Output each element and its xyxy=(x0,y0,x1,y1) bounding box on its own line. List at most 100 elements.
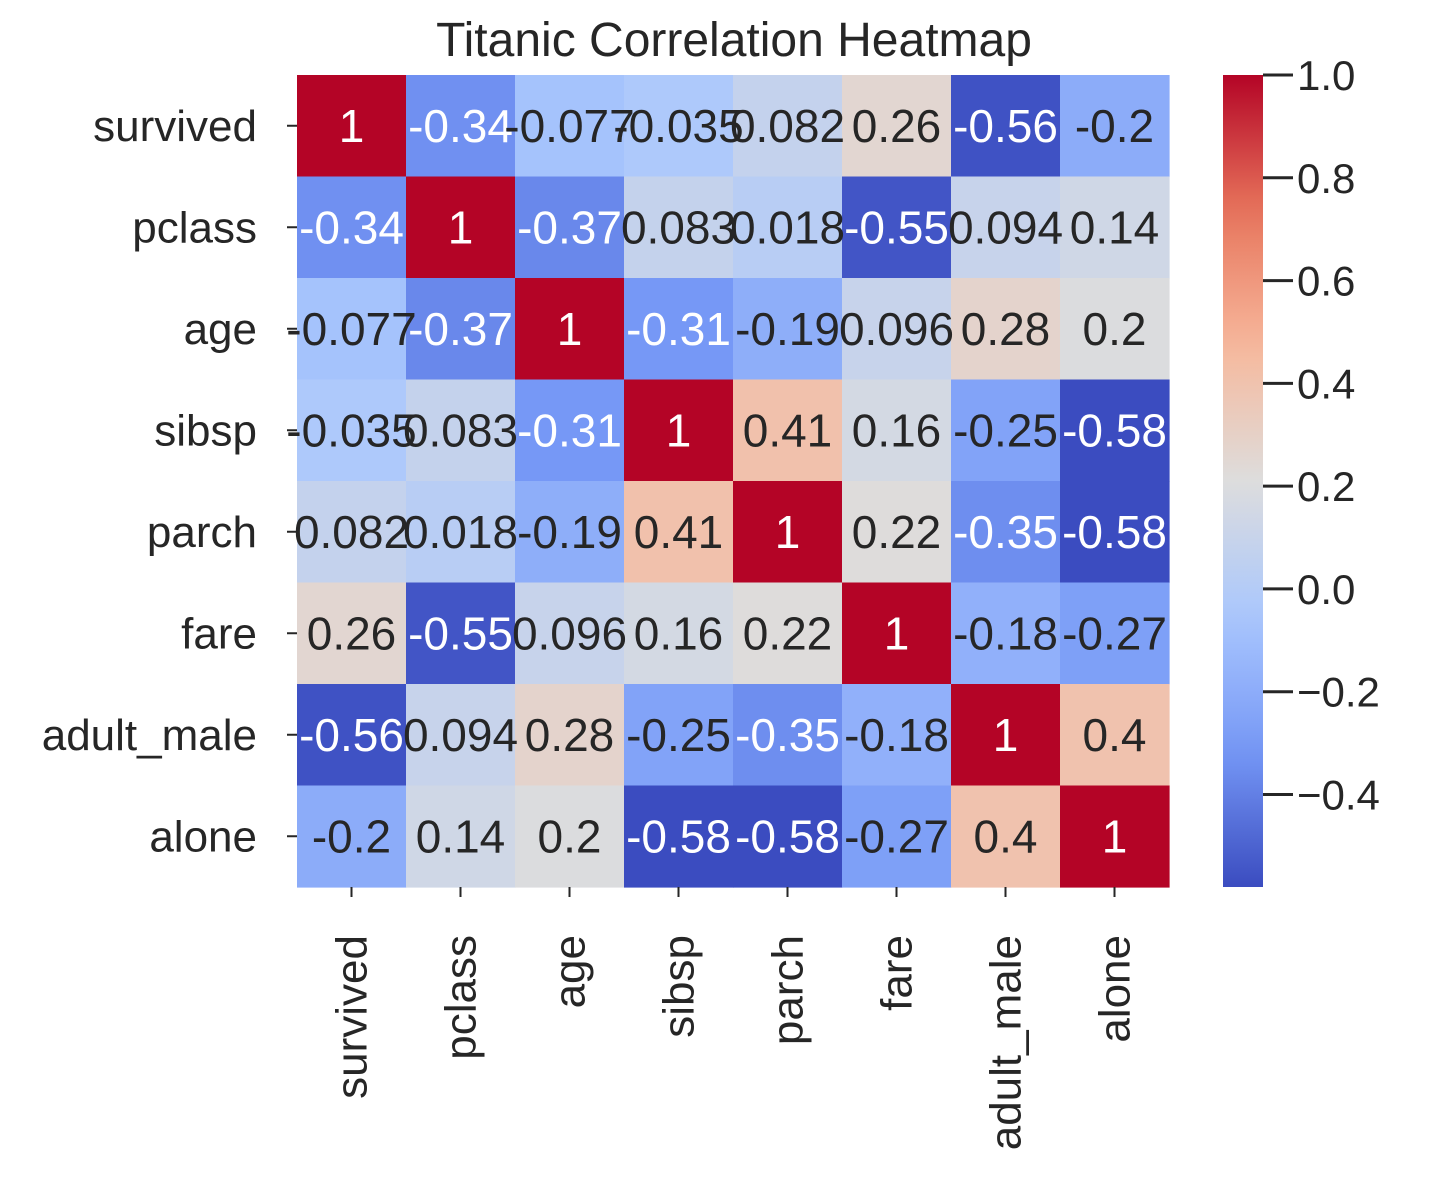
y-tick-label: survived xyxy=(93,102,257,151)
heatmap-cell xyxy=(624,481,734,584)
cell-annotation: 0.26 xyxy=(307,607,397,659)
heatmap-cell xyxy=(733,582,843,685)
cell-annotation: 0.22 xyxy=(852,506,942,558)
heatmap-cell xyxy=(1060,684,1170,787)
cell-annotation: 0.16 xyxy=(852,404,942,456)
cell-annotation: -0.55 xyxy=(844,201,949,253)
heatmap-cell xyxy=(515,582,625,685)
heatmap-cell xyxy=(1060,481,1170,584)
heatmap-cell xyxy=(951,582,1061,685)
cell-annotation: 0.41 xyxy=(634,506,724,558)
cell-annotation: -0.19 xyxy=(517,506,622,558)
colorbar-tick-label: 0.2 xyxy=(1297,463,1355,510)
colorbar-gradient xyxy=(1223,75,1263,887)
colorbar-tick-label: 1.0 xyxy=(1297,52,1355,99)
cell-annotation: 0.14 xyxy=(1070,201,1160,253)
cell-annotation: 0.096 xyxy=(512,607,627,659)
cell-annotation: -0.37 xyxy=(517,201,622,253)
cell-annotation: 0.083 xyxy=(621,201,736,253)
heatmap-cell xyxy=(406,785,516,888)
heatmap-cell xyxy=(1060,278,1170,381)
cell-annotation: 0.28 xyxy=(961,303,1051,355)
cell-annotation: 1 xyxy=(557,303,583,355)
heatmap-cell xyxy=(842,278,952,381)
cell-annotation: -0.31 xyxy=(626,303,731,355)
heatmap-cell xyxy=(951,481,1061,584)
cell-annotation: -0.55 xyxy=(408,607,513,659)
cell-annotation: 0.018 xyxy=(403,506,518,558)
cell-annotation: -0.27 xyxy=(1062,607,1167,659)
x-tick-label: fare xyxy=(873,935,922,1011)
heatmap-cell xyxy=(1060,785,1170,888)
heatmap-cell xyxy=(951,684,1061,787)
cell-annotation: -0.56 xyxy=(953,100,1058,152)
heatmap-cell xyxy=(733,785,843,888)
cell-annotation: 1 xyxy=(993,709,1019,761)
cell-annotation: 1 xyxy=(339,100,365,152)
cell-annotation: 0.094 xyxy=(403,709,518,761)
cell-annotation: 0.2 xyxy=(1083,303,1147,355)
heatmap-cell xyxy=(951,379,1061,482)
colorbar-tick-label: −0.2 xyxy=(1297,669,1380,716)
x-tick-label: sibsp xyxy=(655,935,704,1038)
cell-annotation: 0.14 xyxy=(416,810,506,862)
heatmap-cell xyxy=(515,75,625,178)
heatmap-cell xyxy=(951,278,1061,381)
cell-annotation: 1 xyxy=(448,201,474,253)
heatmap-cell xyxy=(624,278,734,381)
y-tick-label: age xyxy=(184,305,257,354)
heatmap-cell xyxy=(733,75,843,178)
x-tick-label: alone xyxy=(1091,935,1140,1043)
heatmap-cell xyxy=(733,481,843,584)
heatmap-cell xyxy=(406,481,516,584)
heatmap-cell xyxy=(406,176,516,279)
y-tick-label: alone xyxy=(149,812,257,861)
heatmap-cell xyxy=(624,379,734,482)
cell-annotation: -0.2 xyxy=(1075,100,1154,152)
heatmap-cell xyxy=(297,684,407,787)
heatmap-cell xyxy=(1060,379,1170,482)
cell-annotation: 0.41 xyxy=(743,404,833,456)
heatmap-cell xyxy=(842,582,952,685)
heatmap-cell xyxy=(842,481,952,584)
heatmap-cell xyxy=(515,684,625,787)
heatmap-cell xyxy=(842,75,952,178)
cell-annotation: -0.2 xyxy=(312,810,391,862)
heatmap-cells xyxy=(297,75,1170,888)
cell-annotation: -0.34 xyxy=(408,100,513,152)
heatmap-cell xyxy=(624,176,734,279)
heatmap-cell xyxy=(842,176,952,279)
cell-annotation: 1 xyxy=(884,607,910,659)
cell-annotation: -0.077 xyxy=(504,100,634,152)
cell-annotation: 1 xyxy=(775,506,801,558)
heatmap-cell xyxy=(733,278,843,381)
cell-annotation: -0.25 xyxy=(953,404,1058,456)
cell-annotation: 0.083 xyxy=(403,404,518,456)
heatmap-cell xyxy=(515,176,625,279)
chart-title: Titanic Correlation Heatmap xyxy=(436,14,1032,67)
heatmap-cell xyxy=(515,785,625,888)
y-tick-label: sibsp xyxy=(154,406,257,455)
cell-annotation: 0.082 xyxy=(294,506,409,558)
cell-annotation: -0.37 xyxy=(408,303,513,355)
cell-annotation: -0.35 xyxy=(735,709,840,761)
y-tick-label: parch xyxy=(147,508,257,557)
heatmap-cell xyxy=(297,176,407,279)
heatmap-cell xyxy=(297,582,407,685)
heatmap-cell xyxy=(406,278,516,381)
x-tick-label: survived xyxy=(328,935,377,1099)
heatmap-cell xyxy=(842,684,952,787)
cell-annotation: -0.58 xyxy=(735,810,840,862)
heatmap-cell xyxy=(951,785,1061,888)
colorbar-tick-label: 0.8 xyxy=(1297,155,1355,202)
heatmap-cell xyxy=(951,176,1061,279)
cell-annotation: 0.094 xyxy=(948,201,1063,253)
cell-annotation: -0.58 xyxy=(626,810,731,862)
heatmap-cell xyxy=(842,379,952,482)
colorbar-tick-label: −0.4 xyxy=(1297,771,1380,818)
heatmap-cell xyxy=(515,481,625,584)
heatmap-cell xyxy=(951,75,1061,178)
x-tick-label: age xyxy=(546,935,595,1008)
